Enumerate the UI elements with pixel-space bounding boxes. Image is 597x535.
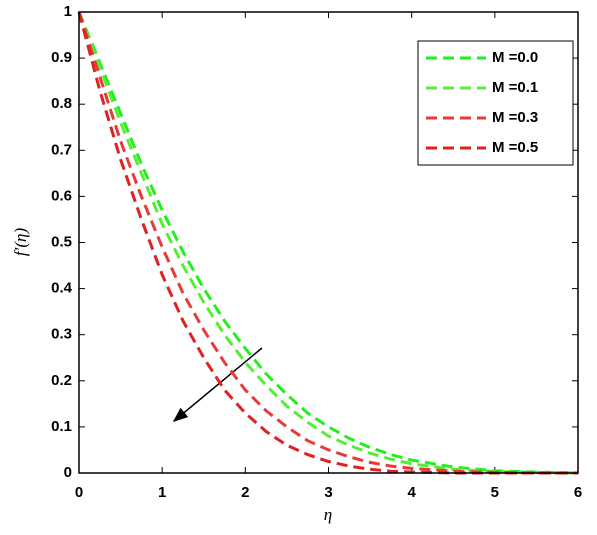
trend-arrow: [172, 347, 263, 422]
x-tick-label: 1: [158, 484, 166, 501]
y-tick-label: 0.3: [51, 326, 72, 343]
y-tick-label: 0.9: [51, 49, 72, 66]
series-line: [77, 11, 579, 475]
series-line: [77, 11, 578, 475]
x-tick-label: 4: [407, 484, 416, 501]
legend-box: [417, 40, 574, 166]
legend-label: M =0.3: [492, 109, 538, 126]
y-tick-label: 1: [64, 3, 72, 20]
plot-frame: [78, 11, 579, 474]
y-tick-label: 0.1: [51, 418, 72, 435]
y-tick-label: 0.6: [51, 187, 72, 204]
y-tick-label: 0.8: [51, 95, 72, 112]
x-tick-label: 2: [241, 484, 249, 501]
y-axis-label: f′(η): [11, 228, 30, 257]
x-tick-label: 3: [324, 484, 332, 501]
y-tick-label: 0.2: [51, 372, 72, 389]
y-tick-label: 0.5: [51, 233, 72, 250]
y-tick-label: 0.4: [51, 280, 73, 297]
x-tick-label: 6: [574, 484, 582, 501]
legend-label: M =0.0: [492, 49, 538, 66]
y-tick-label: 0.7: [51, 141, 72, 158]
legend-label: M =0.1: [492, 79, 538, 96]
legend-label: M =0.5: [492, 139, 538, 156]
y-tick-label: 0: [64, 464, 72, 481]
x-axis-label: η: [324, 505, 332, 524]
x-tick-label: 0: [75, 484, 83, 501]
x-tick-label: 5: [491, 484, 499, 501]
